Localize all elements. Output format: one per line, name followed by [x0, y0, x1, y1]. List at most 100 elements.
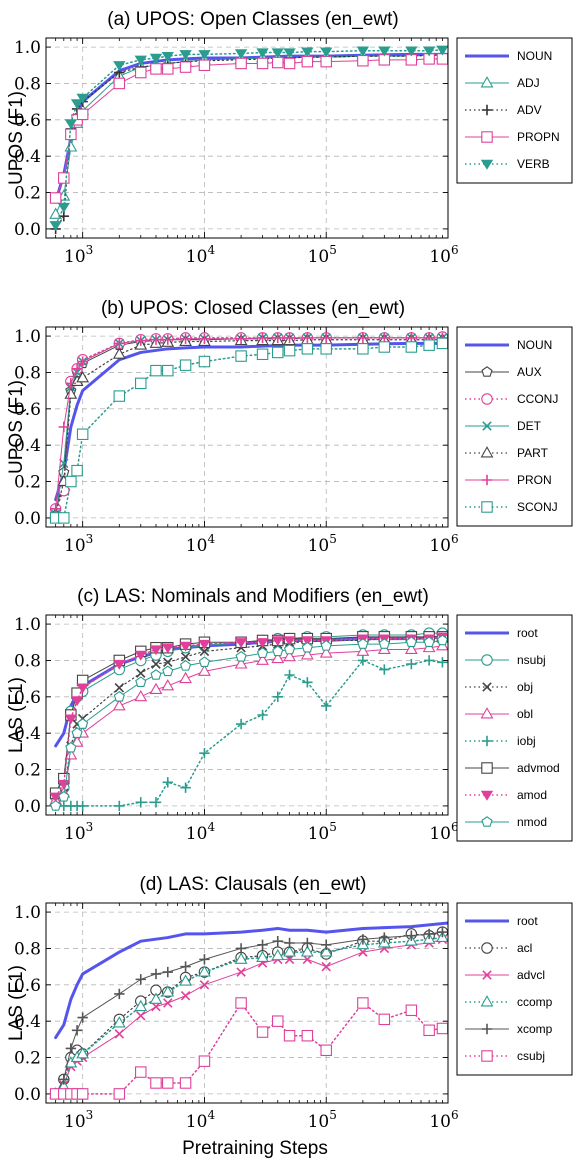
marker-plus	[437, 926, 448, 938]
legend-label: ccomp	[517, 995, 553, 1009]
marker-square	[235, 997, 247, 1009]
marker-plus	[302, 332, 313, 344]
x-tick-label: 103	[64, 243, 93, 267]
legend-item-nmod: nmod	[465, 815, 547, 829]
y-tick-label: 0.0	[14, 220, 41, 240]
marker-plus	[114, 988, 125, 1000]
x-tick-label: 104	[186, 243, 216, 267]
marker-triangle	[271, 948, 285, 961]
legend-label: ADJ	[517, 76, 540, 90]
marker-x	[180, 991, 191, 1001]
series-line-PART	[55, 339, 444, 515]
y-tick-label: 0.8	[14, 74, 41, 94]
marker-x	[482, 970, 492, 980]
series-group	[49, 45, 448, 235]
marker-square	[76, 1088, 89, 1100]
marker-triangle	[149, 682, 163, 694]
marker-tri-down	[283, 48, 296, 59]
series-SCONJ	[49, 337, 448, 524]
marker-tri-down	[76, 683, 89, 694]
marker-plus	[77, 356, 88, 367]
marker-pentagon	[423, 636, 435, 648]
series-line-PRON	[55, 337, 443, 510]
x-tick-label: 106	[429, 532, 458, 556]
marker-triangle	[134, 999, 148, 1012]
marker-plus	[257, 939, 268, 951]
marker-square	[423, 339, 435, 351]
legend-label: SCONJ	[517, 500, 558, 514]
x-tick-label: 103	[64, 1108, 93, 1132]
marker-tri-down	[301, 636, 314, 647]
marker-plus	[284, 332, 295, 344]
marker-square	[378, 341, 391, 353]
marker-x	[59, 458, 69, 469]
marker-plus	[284, 937, 295, 949]
marker-x	[114, 683, 125, 693]
marker-pentagon	[320, 640, 332, 651]
marker-pentagon	[198, 656, 211, 668]
x-tick-label: 103	[64, 820, 93, 844]
legend-label: PROPN	[517, 130, 560, 144]
marker-square	[179, 61, 192, 73]
legend-item-advmod: advmod	[465, 761, 560, 775]
marker-pentagon	[283, 643, 296, 655]
marker-plus	[135, 974, 146, 985]
marker-plus	[135, 797, 146, 808]
marker-square	[283, 1029, 296, 1042]
marker-plus	[481, 735, 493, 747]
marker-plus	[135, 335, 146, 346]
marker-tri-down	[113, 659, 126, 670]
marker-circle	[481, 393, 493, 405]
marker-square	[198, 355, 211, 368]
marker-square	[65, 475, 77, 488]
series-line-xcomp	[55, 931, 443, 1095]
marker-triangle	[319, 646, 333, 658]
series-root	[54, 921, 448, 1040]
marker-tri-down	[271, 636, 284, 647]
series-group	[49, 627, 448, 812]
series-line-SCONJ	[54, 342, 444, 519]
legend-box	[456, 902, 573, 1076]
marker-plus	[65, 378, 77, 389]
legend-label: iobj	[517, 734, 536, 748]
marker-tri-down	[76, 93, 89, 104]
marker-tri-down	[283, 636, 296, 647]
marker-square	[256, 1026, 269, 1038]
marker-square	[49, 192, 62, 204]
marker-tri-down	[256, 48, 269, 59]
y-tick-label: 0.6	[14, 400, 41, 420]
marker-tri-down	[161, 643, 174, 654]
marker-square	[256, 57, 269, 70]
marker-square	[58, 172, 70, 184]
marker-tri-down	[320, 47, 333, 58]
series-group	[49, 331, 448, 524]
marker-square	[378, 1013, 391, 1026]
marker-x	[199, 980, 210, 990]
y-tick-label: 0.6	[14, 688, 41, 708]
marker-tri-down	[256, 638, 269, 648]
marker-tri-down	[149, 53, 163, 64]
marker-square	[272, 346, 284, 359]
marker-square	[150, 63, 162, 75]
marker-x	[136, 668, 146, 678]
series-PRON	[50, 332, 448, 515]
marker-pentagon	[405, 636, 417, 648]
marker-triangle	[70, 735, 84, 747]
grid-lines	[46, 327, 449, 527]
y-tick-label: 0.6	[14, 111, 41, 131]
legend-label: nmod	[517, 815, 547, 829]
series-line-NOUN	[54, 341, 448, 502]
marker-tri-down	[113, 61, 126, 71]
marker-triangle	[76, 371, 90, 383]
y-tick-label: 0.2	[14, 1049, 41, 1069]
marker-pentagon	[162, 665, 174, 677]
marker-plus	[180, 333, 191, 345]
marker-triangle	[134, 689, 148, 702]
marker-pentagon	[135, 676, 147, 688]
marker-square	[405, 341, 418, 353]
marker-x	[482, 421, 492, 431]
marker-tri-down	[57, 202, 70, 213]
y-tick-label: 0.4	[14, 436, 41, 456]
plot-frame	[45, 326, 449, 528]
